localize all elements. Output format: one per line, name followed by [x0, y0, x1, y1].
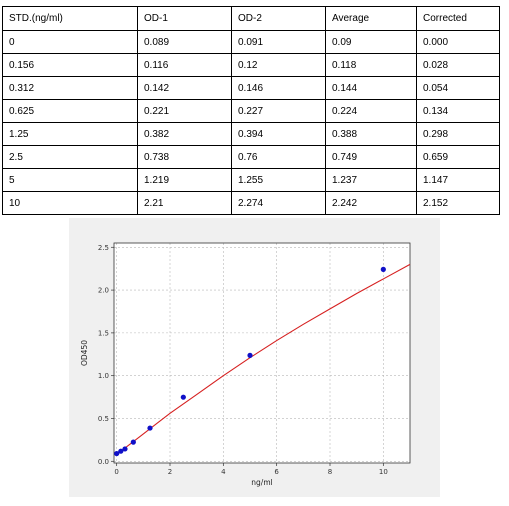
- table-cell: 0.118: [325, 53, 417, 77]
- table-cell: 0.738: [137, 145, 232, 169]
- table-cell: 1.25: [2, 122, 138, 146]
- table-cell: 5: [2, 168, 138, 192]
- chart-series: [114, 263, 411, 457]
- table-cell: 2.152: [416, 191, 500, 215]
- y-tick-label: 2.5: [98, 244, 109, 252]
- column-header-od1: OD-1: [137, 6, 232, 31]
- table-cell: 0.221: [137, 99, 232, 123]
- y-tick-label: 1.0: [98, 372, 109, 380]
- table-header-row: STD.(ng/ml) OD-1 OD-2 Average Corrected: [2, 6, 500, 31]
- table-cell: 0.749: [325, 145, 417, 169]
- table-cell: 1.237: [325, 168, 417, 192]
- table-cell: 0.144: [325, 76, 417, 100]
- y-tick-label: 1.5: [98, 329, 109, 337]
- table-row: 10 2.21 2.274 2.242 2.152: [2, 191, 500, 215]
- table-cell: 0.625: [2, 99, 138, 123]
- table-cell: 0.09: [325, 30, 417, 54]
- table-cell: 0.659: [416, 145, 500, 169]
- column-header-std: STD.(ng/ml): [2, 6, 138, 31]
- x-axis-title: ng/ml: [251, 478, 272, 487]
- table-row: 0 0.089 0.091 0.09 0.000: [2, 30, 500, 54]
- table-cell: 0.312: [2, 76, 138, 100]
- table-cell: 0.227: [231, 99, 326, 123]
- data-point: [130, 439, 136, 445]
- y-axis-title: OD450: [80, 340, 89, 366]
- data-point: [180, 394, 186, 400]
- table-cell: 0.382: [137, 122, 232, 146]
- data-point: [380, 266, 386, 272]
- table-cell: 10: [2, 191, 138, 215]
- data-point: [247, 352, 253, 358]
- table-cell: 0.028: [416, 53, 500, 77]
- table-body: 0 0.089 0.091 0.09 0.000 0.156 0.116 0.12 0.118 0…: [2, 30, 500, 215]
- x-tick-label: 2: [168, 468, 172, 476]
- y-tick-label: 0.5: [98, 415, 109, 423]
- data-point: [114, 450, 120, 457]
- column-header-corrected: Corrected: [416, 6, 500, 31]
- table-cell: 0.054: [416, 76, 500, 100]
- table-cell: 1.255: [231, 168, 326, 192]
- chart-grid: [114, 243, 410, 463]
- table-cell: 0.091: [231, 30, 326, 54]
- table-cell: 2.5: [2, 145, 138, 169]
- table-cell: 0.000: [416, 30, 500, 54]
- standards-table: STD.(ng/ml) OD-1 OD-2 Average Corrected …: [2, 6, 500, 215]
- table-cell: 0.394: [231, 122, 326, 146]
- table-cell: 0.146: [231, 76, 326, 100]
- table-row: 0.156 0.116 0.12 0.118 0.028: [2, 53, 500, 77]
- table-row: 2.5 0.738 0.76 0.749 0.659: [2, 145, 500, 169]
- table-cell: 0.089: [137, 30, 232, 54]
- table-cell: 2.242: [325, 191, 417, 215]
- table-cell: 1.219: [137, 168, 232, 192]
- table-cell: 0.12: [231, 53, 326, 77]
- y-tick-label: 0.0: [98, 458, 109, 466]
- table-cell: 1.147: [416, 168, 500, 192]
- data-point: [122, 446, 128, 452]
- table-cell: 0.156: [2, 53, 138, 77]
- x-tick-label: 8: [328, 468, 332, 476]
- table-row: 0.625 0.221 0.227 0.224 0.134: [2, 99, 500, 123]
- y-tick-label: 2.0: [98, 287, 109, 295]
- plot-background: [114, 243, 410, 463]
- data-point: [147, 425, 153, 431]
- table-cell: 0.116: [137, 53, 232, 77]
- table-cell: 2.21: [137, 191, 232, 215]
- fit-curve-line: [116, 263, 411, 455]
- table-cell: 0.76: [231, 145, 326, 169]
- x-tick-label: 4: [221, 468, 226, 476]
- standard-curve-chart-panel: 0 2 4 6 8 10 0.0 0.5 1.0 1.5 2.0 2.5 ng/ml OD450: [69, 218, 440, 497]
- data-point: [118, 448, 124, 454]
- standard-curve-chart: 0 2 4 6 8 10 0.0 0.5 1.0 1.5 2.0 2.5 ng/ml OD450: [80, 242, 411, 487]
- column-header-average: Average: [325, 6, 417, 31]
- table-row: 5 1.219 1.255 1.237 1.147: [2, 168, 500, 192]
- x-tick-label: 10: [379, 468, 388, 476]
- table-cell: 0.134: [416, 99, 500, 123]
- chart-axes: 0 2 4 6 8 10 0.0 0.5 1.0 1.5 2.0 2.5: [98, 244, 388, 476]
- table-cell: 0.224: [325, 99, 417, 123]
- table-row: 1.25 0.382 0.394 0.388 0.298: [2, 122, 500, 146]
- column-header-od2: OD-2: [231, 6, 326, 31]
- x-tick-label: 6: [274, 468, 279, 476]
- table-cell: 0.298: [416, 122, 500, 146]
- table-cell: 0: [2, 30, 138, 54]
- table-cell: 2.274: [231, 191, 326, 215]
- plot-area: [113, 242, 411, 464]
- table-cell: 0.142: [137, 76, 232, 100]
- table-row: 0.312 0.142 0.146 0.144 0.054: [2, 76, 500, 100]
- table-cell: 0.388: [325, 122, 417, 146]
- x-tick-label: 0: [114, 468, 118, 476]
